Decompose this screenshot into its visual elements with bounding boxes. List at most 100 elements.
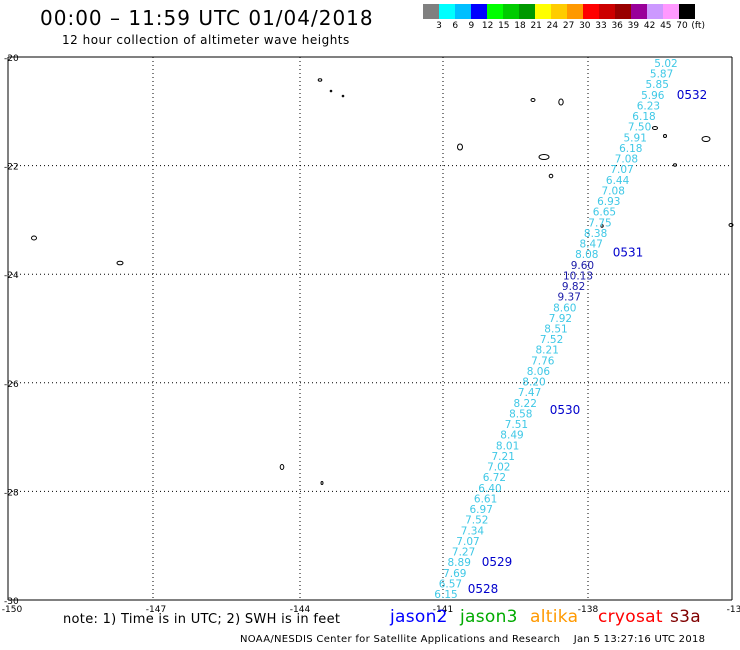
satellite-legend-item: jason2 [390, 607, 448, 627]
wave-height-value: 8.06 [527, 366, 551, 378]
wave-height-value: 6.57 [439, 578, 462, 590]
wave-height-value: 7.34 [461, 525, 485, 537]
scale-tick-label: 9 [468, 21, 475, 31]
color-swatch [503, 4, 519, 19]
wave-height-value: 7.50 [628, 122, 651, 134]
wave-height-value: 5.85 [646, 79, 669, 91]
color-scale-ticks: 3 6 9 12 15 18 21 24 27 30 33 36 39 42 45 70 (ft) [423, 19, 740, 33]
island-outline [329, 89, 333, 93]
scale-tick-label: 39 [627, 21, 640, 31]
scale-tick-label: 12 [481, 21, 494, 31]
wave-height-value: 7.52 [465, 515, 488, 527]
scale-tick-label: 42 [643, 21, 656, 31]
wave-height-value: 6.97 [470, 504, 493, 516]
color-swatch [679, 4, 695, 19]
scale-tick-label: 18 [514, 21, 526, 31]
longitude-label: -141 [433, 605, 453, 615]
color-swatch [487, 4, 503, 19]
wave-height-value: 10.13 [563, 270, 593, 282]
latitude-label: -26 [4, 380, 19, 390]
island-outline [31, 235, 37, 241]
wave-height-value: 8.08 [575, 249, 598, 261]
scale-tick-label: 36 [611, 21, 623, 31]
pass-time-label: 0532 [677, 88, 708, 102]
color-swatch [599, 4, 615, 19]
color-swatch [455, 4, 471, 19]
wave-height-value: 9.60 [571, 260, 594, 272]
footer-credit: NOAA/NESDIS Center for Satellite Applica… [240, 634, 561, 645]
wave-height-value: 7.02 [487, 462, 510, 474]
color-swatch [423, 4, 439, 19]
wave-height-value: 9.37 [558, 292, 581, 304]
wave-height-value: 7.08 [602, 185, 625, 197]
wave-height-value: 5.96 [641, 90, 665, 102]
footer-timestamp: Jan 5 13:27:16 UTC 2018 [573, 634, 706, 645]
page-subtitle: 12 hour collection of altimeter wave hei… [62, 33, 350, 47]
pass-labels: 0532 0531 0530 0529 0528 [468, 88, 708, 596]
wave-height-value: 6.40 [478, 483, 501, 495]
wave-height-value: 7.07 [610, 164, 633, 176]
island-outline [530, 98, 536, 102]
wave-height-value: 8.01 [496, 440, 519, 452]
wave-height-value: 8.49 [500, 430, 523, 442]
color-swatch [551, 4, 567, 19]
wave-height-value: 7.75 [588, 217, 611, 229]
wave-height-value: 6.93 [597, 196, 620, 208]
wave-height-value: 7.21 [492, 451, 515, 463]
wave-height-value: 6.18 [632, 111, 655, 123]
satellite-legend-item: altika [530, 607, 579, 627]
wave-height-value: 8.47 [580, 239, 603, 251]
color-swatch [647, 4, 663, 19]
pass-time-label: 0531 [613, 245, 644, 259]
wave-height-value: 8.22 [514, 398, 537, 410]
latitude-label: -30 [4, 597, 19, 607]
wave-height-value: 7.47 [518, 387, 541, 399]
satellite-legend-item: jason3 [460, 607, 518, 627]
wave-height-value: 8.89 [448, 557, 471, 569]
longitude-label: -147 [146, 605, 166, 615]
satellite-legend-item: cryosat [598, 607, 663, 627]
longitude-label: -144 [290, 605, 311, 615]
map-grid [7, 56, 733, 601]
scale-tick-label: 70 [676, 21, 688, 31]
scale-tick-label: 21 [530, 21, 542, 31]
color-swatch [567, 4, 583, 19]
latitude-label: -20 [4, 54, 19, 64]
longitude-label: -138 [578, 605, 599, 615]
units-note: note: 1) Time is in UTC; 2) SWH is in fe… [63, 612, 341, 627]
scale-tick-label: 15 [498, 21, 510, 31]
wave-height-value: 5.87 [650, 69, 673, 81]
island-outline [116, 260, 124, 266]
longitude-label: -150 [2, 605, 23, 615]
wave-height-value: 8.38 [584, 228, 607, 240]
altimeter-track: 5.025.875.855.966.236.187.505.916.187.08… [434, 58, 677, 601]
scale-tick-label: 3 [436, 21, 442, 31]
wave-height-value: 6.72 [483, 472, 506, 484]
island-outlines [31, 78, 734, 485]
color-scale-legend: 3 6 9 12 15 18 21 24 27 30 33 36 39 42 45 70 (ft) [423, 4, 740, 33]
wave-height-value: 8.51 [544, 324, 567, 336]
color-swatch [615, 4, 631, 19]
wave-height-value: 8.20 [522, 377, 545, 389]
island-outline [558, 98, 564, 106]
pass-time-label: 0530 [550, 403, 581, 417]
island-outline [600, 224, 604, 228]
scale-tick-label: 27 [562, 21, 575, 31]
wave-height-value: 7.27 [452, 547, 475, 559]
color-swatch [583, 4, 599, 19]
longitude-label: -13 [727, 605, 740, 615]
island-outline [341, 94, 345, 98]
wave-height-value: 6.23 [637, 100, 660, 112]
island-outline [457, 143, 463, 151]
color-swatch [535, 4, 551, 19]
wave-height-value: 6.18 [619, 143, 642, 155]
island-outline [663, 134, 667, 138]
island-outline [279, 464, 285, 470]
island-outline [548, 173, 554, 179]
wave-height-value: 8.21 [536, 345, 559, 357]
wave-height-value: 7.52 [540, 334, 563, 346]
island-outline [652, 126, 658, 130]
wave-height-value: 5.02 [654, 58, 677, 70]
wave-height-value: 8.60 [553, 302, 576, 314]
color-swatch [471, 4, 487, 19]
